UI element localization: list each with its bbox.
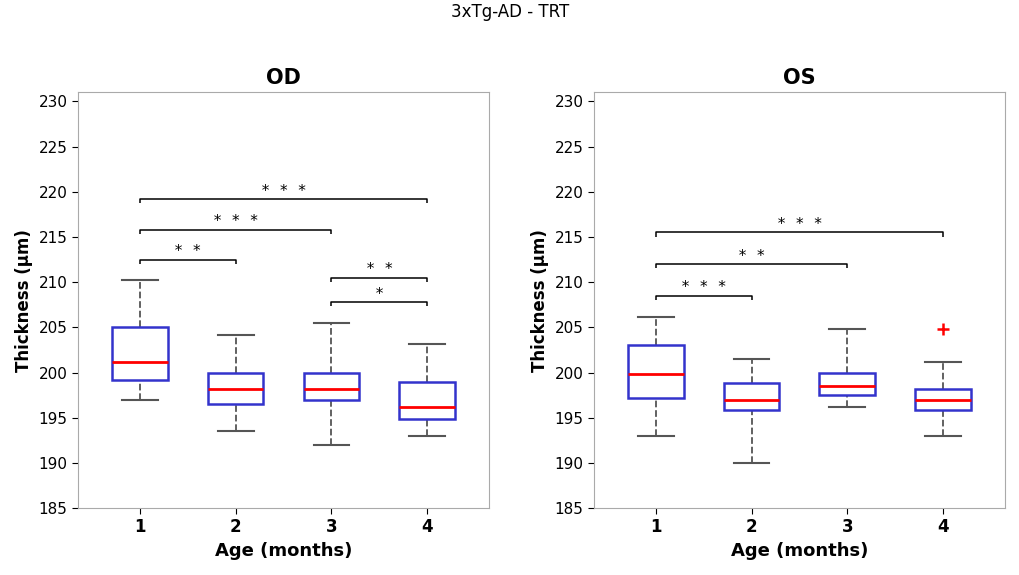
Bar [208, 373, 263, 404]
Bar [914, 389, 970, 411]
Y-axis label: Thickness (μm): Thickness (μm) [530, 229, 548, 371]
X-axis label: Age (months): Age (months) [215, 542, 352, 560]
Text: 3xTg-AD - TRT: 3xTg-AD - TRT [450, 3, 569, 21]
Text: * *: * * [174, 244, 202, 259]
Text: * *: * * [737, 248, 764, 264]
Text: * * *: * * * [213, 214, 258, 229]
Bar [398, 382, 454, 420]
Bar [112, 327, 168, 380]
Bar [818, 373, 874, 395]
Y-axis label: Thickness (μm): Thickness (μm) [15, 229, 33, 371]
Title: OD: OD [266, 68, 301, 88]
Title: OS: OS [783, 68, 815, 88]
X-axis label: Age (months): Age (months) [730, 542, 867, 560]
Bar [628, 346, 683, 398]
Text: * *: * * [365, 262, 392, 277]
Bar [304, 373, 359, 400]
Bar [723, 384, 779, 411]
Text: *: * [374, 286, 383, 302]
Text: * * *: * * * [261, 183, 306, 198]
Text: * * *: * * * [681, 280, 726, 296]
Text: * * *: * * * [775, 217, 821, 232]
